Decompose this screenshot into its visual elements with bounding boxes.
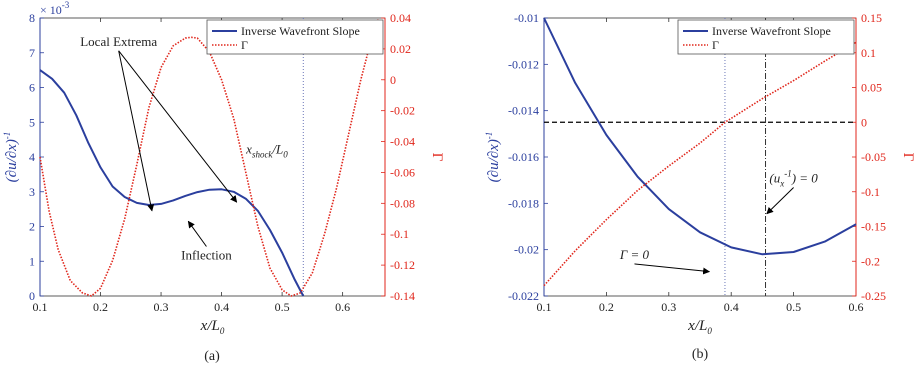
panel-b: 0.1 0.2 0.3 0.4 0.5 0.6 -0.022 -0.02 -0.018 -0.01…: [484, 11, 914, 362]
x-axis-label: x/L0: [200, 318, 225, 336]
y-left-tick-label: -0.02: [514, 243, 539, 257]
y-left-tick-label: 3: [29, 185, 35, 199]
text-part: 0: [220, 326, 225, 336]
y-left-axis-label: (∂u/∂x)-1: [484, 132, 502, 183]
x-tick-label: 0.3: [154, 300, 169, 314]
x-tick-label: 0.1: [33, 300, 48, 314]
text-part: Γ = 0: [619, 247, 650, 262]
annotation-arrow: [118, 50, 155, 212]
y-left-tick-label: 2: [29, 220, 35, 234]
x-axis-label: x/L0: [687, 318, 712, 336]
y-left-tick-label: 7: [29, 46, 35, 60]
text-part: /L: [271, 142, 283, 157]
legend-box: [677, 19, 855, 55]
text-part: -3: [62, 0, 70, 10]
y-left-tick-label: -0.022: [508, 289, 539, 303]
legend-slope-label: Inverse Wavefront Slope: [241, 24, 360, 38]
text-part: -1: [484, 132, 494, 140]
y-right-tick-label: -0.1: [861, 185, 880, 199]
x-tick-label: 0.2: [93, 300, 108, 314]
y-left-tick-label: -0.012: [508, 57, 539, 71]
y-right-tick-label: 0.02: [390, 42, 411, 56]
y-right-tick-label: 0.1: [861, 46, 876, 60]
gamma-series-line: [543, 41, 857, 287]
y-right-tick-label: -0.1: [390, 227, 409, 241]
x-tick-label: 0.5: [275, 300, 290, 314]
y-right-axis-label: Γ: [900, 153, 914, 162]
y-right-tick-label: 0.05: [861, 81, 882, 95]
x-tick-label: 0.3: [661, 300, 676, 314]
annotation-arrow: [118, 50, 238, 203]
annotation-arrow: [766, 187, 794, 215]
text-part: (u: [769, 170, 780, 185]
y-right-tick-label: -0.02: [390, 104, 415, 118]
legend-box: [206, 19, 384, 55]
text-part: x/L: [200, 318, 220, 334]
panel-label: (a): [204, 349, 220, 364]
text-part: 0: [283, 150, 288, 160]
x-tick-label: 0.6: [849, 300, 864, 314]
text-part: x: [779, 178, 784, 188]
y-left-tick-label: 4: [29, 150, 35, 164]
text-part: -1: [784, 168, 792, 178]
annotation-arrow: [187, 220, 207, 247]
y-left-tick-label: -0.016: [508, 150, 539, 164]
y-right-tick-label: 0: [390, 73, 396, 87]
x-tick-label: 0.4: [214, 300, 229, 314]
panel-a: 0.1 0.2 0.3 0.4 0.5 0.6 0 1 2 3 4 5 6 7 8 -0.14 -0.12 -0.…: [2, 0, 445, 364]
y-left-exponent-label: × 10-3: [40, 0, 70, 17]
x-tick-label: 0.5: [786, 300, 801, 314]
y-right-tick-label: 0.15: [861, 11, 882, 25]
gamma-series-line: [39, 17, 380, 297]
text-part: -1: [2, 132, 12, 140]
y-left-tick-label: 1: [29, 254, 35, 268]
text-part: (∂u/∂x): [486, 139, 502, 182]
y-right-tick-label: -0.06: [390, 165, 415, 179]
x-tick-label: 0.6: [335, 300, 350, 314]
text-part: × 10: [40, 3, 62, 17]
y-left-tick-label: -0.014: [508, 104, 539, 118]
y-left-tick-label: 5: [29, 115, 35, 129]
y-right-axis-label: Γ: [429, 153, 445, 162]
x-tick-label: 0.1: [537, 300, 552, 314]
y-left-tick-label: 8: [29, 11, 35, 25]
legend-gamma-label: Γ: [712, 38, 719, 52]
text-part: x: [245, 142, 252, 157]
text-part: x/L: [687, 318, 707, 334]
y-right-tick-label: 0: [861, 115, 867, 129]
y-left-tick-label: 6: [29, 81, 35, 95]
y-right-tick-label: -0.05: [861, 150, 886, 164]
legend-slope-label: Inverse Wavefront Slope: [712, 24, 831, 38]
text-part: ) = 0: [791, 170, 819, 185]
panel-label: (b): [692, 347, 709, 362]
annotation: (ux-1) = 0: [769, 168, 818, 188]
y-right-tick-label: -0.04: [390, 135, 415, 149]
annotation: Local Extrema: [80, 34, 157, 49]
y-left-tick-label: 0: [29, 289, 35, 303]
slope-series-line: [39, 69, 305, 297]
y-right-tick-label: -0.14: [390, 289, 415, 303]
annotation: xshock/L0: [245, 142, 288, 160]
y-right-tick-label: -0.08: [390, 196, 415, 210]
legend-gamma-label: Γ: [241, 38, 248, 52]
y-right-tick-label: -0.12: [390, 258, 415, 272]
y-right-tick-label: -0.2: [861, 254, 880, 268]
annotation-arrow: [634, 263, 711, 275]
annotation: Inflection: [181, 248, 232, 263]
text-part: 0: [707, 326, 712, 336]
slope-series-line: [543, 17, 857, 256]
y-right-tick-label: -0.25: [861, 289, 886, 303]
y-left-axis-label: (∂u/∂x)-1: [2, 132, 20, 183]
text-part: (∂u/∂x): [4, 139, 20, 182]
y-right-tick-label: -0.15: [861, 220, 886, 234]
y-right-tick-label: 0.04: [390, 11, 411, 25]
x-tick-label: 0.4: [724, 300, 739, 314]
plot-frame: [543, 17, 857, 297]
x-tick-label: 0.2: [599, 300, 614, 314]
y-left-tick-label: -0.01: [514, 11, 539, 25]
y-left-tick-label: -0.018: [508, 196, 539, 210]
annotation: Γ = 0: [619, 247, 650, 262]
text-part: shock: [252, 150, 273, 160]
